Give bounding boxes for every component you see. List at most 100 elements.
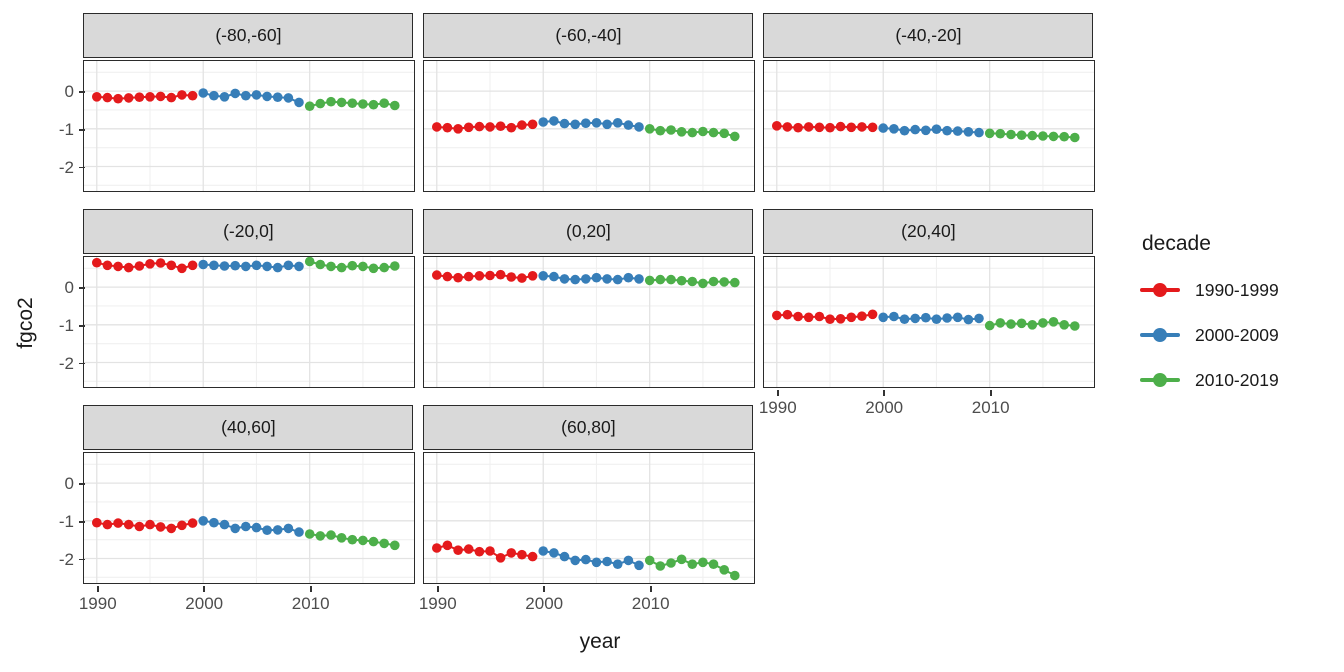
data-point	[538, 117, 549, 128]
data-point	[730, 571, 740, 581]
y-tick-label: -2	[58, 353, 74, 373]
data-point	[145, 92, 156, 102]
y-tick-mark	[79, 483, 85, 486]
x-tick-label: 2010	[291, 594, 330, 613]
series-line	[437, 123, 534, 131]
data-point	[442, 540, 453, 551]
data-point	[166, 260, 177, 271]
data-point	[241, 522, 251, 532]
legend-key-point	[1153, 283, 1167, 297]
data-point	[517, 550, 528, 560]
data-point	[677, 127, 687, 137]
data-point	[592, 273, 602, 283]
data-point	[836, 314, 846, 324]
facet-panel	[423, 60, 756, 193]
facet-plot-area	[424, 61, 755, 192]
data-point	[846, 312, 857, 323]
data-point	[953, 126, 963, 137]
data-point	[379, 98, 390, 109]
facet-strip: (-60,-40]	[423, 13, 754, 58]
series-line	[203, 263, 300, 270]
data-point	[369, 263, 379, 274]
data-point	[698, 278, 709, 289]
data-point	[878, 312, 889, 323]
data-point	[474, 122, 485, 132]
data-point	[315, 531, 326, 542]
data-point	[602, 557, 613, 567]
data-point	[305, 257, 315, 267]
facet-plot-area	[424, 257, 755, 388]
data-point	[337, 263, 347, 273]
facet-panel	[423, 452, 756, 585]
data-point	[220, 92, 230, 102]
data-point	[698, 127, 709, 137]
data-point	[369, 537, 379, 547]
data-point	[506, 548, 517, 559]
x-tick-mark	[309, 586, 312, 592]
data-point	[655, 126, 666, 136]
data-point	[645, 555, 655, 566]
data-point	[889, 312, 900, 322]
data-point	[496, 121, 506, 132]
data-point	[442, 272, 453, 282]
data-point	[1027, 320, 1038, 330]
y-tick-mark	[79, 287, 85, 290]
data-point	[102, 93, 113, 103]
data-point	[506, 272, 517, 283]
data-point	[337, 533, 347, 543]
facet-strip-label: (-40,-20]	[895, 25, 962, 45]
data-point	[283, 93, 294, 104]
legend-item: 2000-2009	[1140, 322, 1279, 348]
data-point	[1049, 131, 1059, 142]
series-line	[203, 520, 300, 534]
data-point	[198, 260, 209, 270]
facet-plot-area	[764, 257, 1095, 388]
data-point	[868, 122, 878, 133]
legend-title: decade	[1142, 232, 1211, 255]
data-point	[645, 275, 655, 286]
facet-panel	[83, 256, 416, 389]
data-point	[623, 555, 634, 566]
data-point	[538, 546, 549, 557]
data-point	[623, 120, 634, 131]
series-line	[203, 92, 300, 104]
data-point	[942, 126, 953, 136]
data-point	[528, 271, 538, 281]
data-point	[241, 261, 251, 272]
y-axis-title: fgco2	[14, 297, 37, 349]
data-point	[963, 127, 974, 137]
legend-key-point	[1153, 328, 1167, 342]
data-point	[252, 523, 262, 533]
facet-strip-label: (-20,0]	[223, 221, 274, 241]
data-point	[666, 275, 677, 285]
data-point	[655, 561, 666, 572]
facet-strip: (-40,-20]	[763, 13, 1094, 58]
data-point	[474, 271, 485, 281]
data-point	[198, 88, 209, 99]
series-line	[777, 125, 874, 130]
data-point	[942, 313, 953, 324]
facet-panel	[83, 452, 416, 585]
data-point	[326, 97, 337, 107]
x-tick-mark	[776, 390, 779, 396]
x-tick-mark	[203, 586, 206, 592]
series-line	[543, 550, 640, 567]
data-point	[453, 124, 464, 134]
data-point	[921, 125, 931, 136]
data-point	[549, 272, 560, 282]
data-point	[974, 128, 985, 138]
data-point	[793, 312, 804, 322]
data-point	[846, 122, 857, 133]
data-point	[772, 121, 782, 131]
data-point	[379, 263, 390, 273]
legend-items: 1990-1999 2000-2009 2010-2019	[1140, 277, 1279, 393]
data-point	[782, 310, 793, 320]
x-tick-label: 1990	[758, 398, 797, 417]
data-point	[506, 123, 517, 133]
data-point	[910, 125, 921, 135]
data-point	[1017, 130, 1027, 141]
data-point	[432, 543, 442, 554]
facet-plot-area	[424, 453, 755, 584]
data-point	[145, 520, 156, 530]
